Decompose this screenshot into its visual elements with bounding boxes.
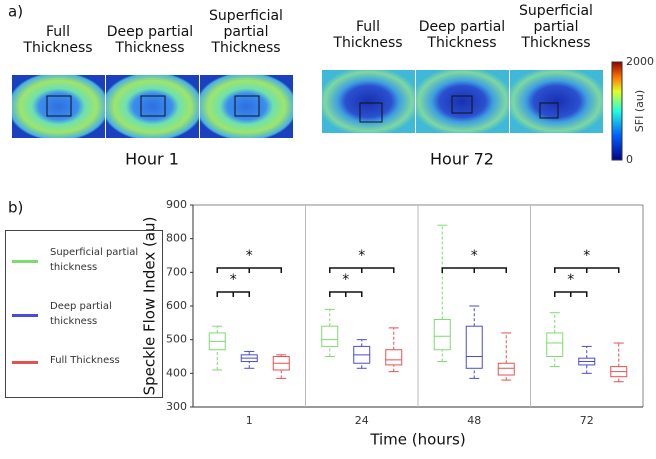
column-label: partial xyxy=(223,24,268,40)
x-tick-label: 1 xyxy=(246,414,253,427)
legend-swatch xyxy=(12,314,38,317)
significance-bracket xyxy=(554,291,588,297)
significance-bracket xyxy=(329,267,395,273)
legend-label: Superficial partial thickness xyxy=(50,247,139,273)
column-label: Thickness xyxy=(426,35,496,51)
colorbar-title: SFI (au) xyxy=(633,90,646,132)
y-tick-label: 600 xyxy=(166,299,187,312)
speckle-image xyxy=(510,70,603,133)
panel-label: b) xyxy=(8,199,23,217)
speckle-image xyxy=(200,75,293,138)
y-tick-label: 500 xyxy=(166,333,187,346)
speckle-image xyxy=(12,75,105,138)
box xyxy=(465,325,483,369)
x-axis-title: Time (hours) xyxy=(369,431,465,449)
column-label: Superficial xyxy=(519,3,593,19)
column-label: Superficial xyxy=(209,8,283,24)
legend-item: Full Thickness xyxy=(12,353,162,368)
column-label: Thickness xyxy=(22,40,92,56)
significance-label: * xyxy=(358,248,365,264)
x-tick-label: 48 xyxy=(467,414,481,427)
box xyxy=(321,325,339,347)
legend-swatch xyxy=(12,360,38,364)
y-tick-label: 800 xyxy=(166,232,187,245)
hour-label: Hour 1 xyxy=(125,150,179,169)
significance-bracket xyxy=(554,267,620,273)
column-label: Full xyxy=(46,24,70,40)
y-tick-label: 400 xyxy=(166,366,187,379)
significance-label: * xyxy=(342,272,349,288)
box xyxy=(433,318,451,351)
colorbar-min: 0 xyxy=(626,153,633,166)
column-label: partial xyxy=(533,19,578,35)
significance-label: * xyxy=(246,248,253,264)
column-label: Thickness xyxy=(114,40,184,56)
speckle-image xyxy=(322,70,415,133)
y-tick-label: 700 xyxy=(166,265,187,278)
image-panel xyxy=(12,61,623,161)
legend: Superficial partial thickness Deep partia… xyxy=(5,230,163,398)
significance-bracket xyxy=(441,267,507,273)
y-tick-label: 300 xyxy=(166,400,187,413)
legend-swatch xyxy=(12,260,38,263)
y-tick-label: 900 xyxy=(166,198,187,211)
speckle-image xyxy=(106,75,199,138)
box xyxy=(497,362,515,376)
colorbar xyxy=(611,61,623,161)
significance-label: * xyxy=(471,248,478,264)
significance-bracket xyxy=(216,267,282,273)
x-tick-label: 24 xyxy=(355,414,369,427)
significance-label: * xyxy=(230,272,237,288)
significance-label: * xyxy=(583,248,590,264)
column-label: Thickness xyxy=(520,35,590,51)
speckle-image xyxy=(416,70,509,133)
box xyxy=(546,332,564,357)
significance-bracket xyxy=(329,291,363,297)
column-label: Deep partial xyxy=(107,24,193,40)
column-label: Thickness xyxy=(210,40,280,56)
hour-label: Hour 72 xyxy=(430,150,494,169)
significance-label: * xyxy=(567,272,574,288)
column-label: Full xyxy=(356,19,380,35)
column-label: Thickness xyxy=(332,35,402,51)
panel-label: a) xyxy=(8,3,23,21)
legend-item: Superficial partial thickness xyxy=(12,245,162,275)
legend-item: Deep partial thickness xyxy=(12,299,162,329)
x-tick-label: 72 xyxy=(580,414,594,427)
legend-label: Full Thickness xyxy=(50,355,120,366)
box xyxy=(385,349,403,366)
colorbar-max: 2000 xyxy=(626,55,654,68)
column-label: Deep partial xyxy=(419,19,505,35)
y-axis-title: Speckle Flow Index (au) xyxy=(141,217,159,396)
legend-label: Deep partial thickness xyxy=(50,301,112,327)
significance-bracket xyxy=(216,291,250,297)
